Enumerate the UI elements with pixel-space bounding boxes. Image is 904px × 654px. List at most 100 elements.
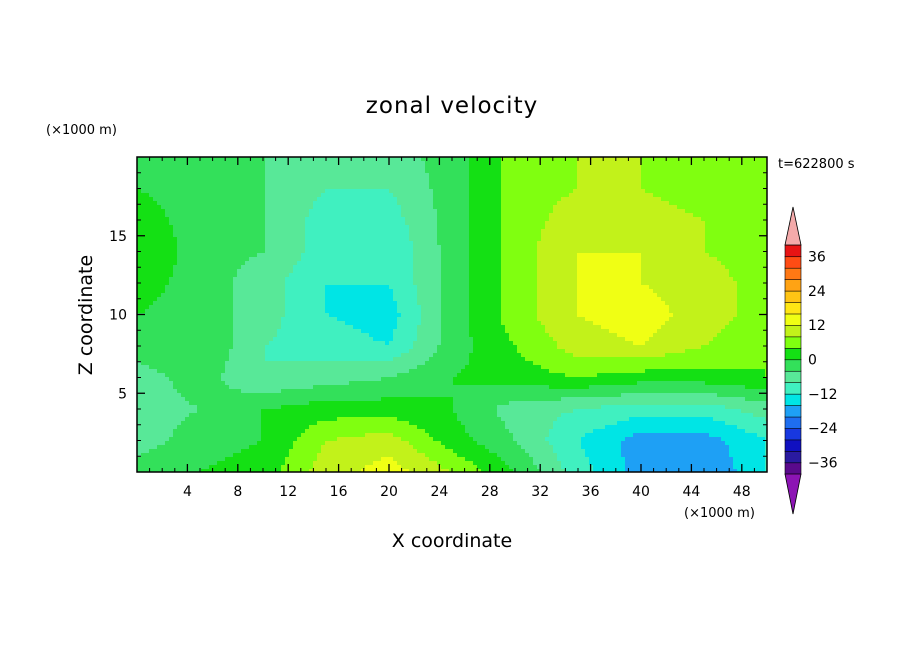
field-cell: [501, 185, 506, 190]
field-cell: [201, 197, 206, 202]
field-cell: [605, 273, 610, 278]
field-cell: [457, 201, 462, 206]
field-cell: [277, 157, 282, 162]
field-cell: [713, 225, 718, 230]
field-cell: [353, 229, 358, 234]
field-cell: [193, 273, 198, 278]
field-cell: [273, 265, 278, 270]
field-cell: [145, 157, 150, 162]
field-cell: [505, 201, 510, 206]
field-cell: [249, 169, 254, 174]
field-cell: [329, 253, 334, 258]
field-cell: [393, 281, 398, 286]
field-cell: [145, 201, 150, 206]
field-cell: [281, 197, 286, 202]
field-cell: [385, 193, 390, 198]
field-cell: [293, 265, 298, 270]
field-cell: [317, 229, 322, 234]
field-cell: [425, 249, 430, 254]
field-cell: [509, 277, 514, 282]
field-cell: [577, 189, 582, 194]
field-cell: [397, 177, 402, 182]
field-cell: [501, 241, 506, 246]
field-cell: [725, 273, 730, 278]
field-cell: [281, 257, 286, 262]
field-cell: [249, 177, 254, 182]
field-cell: [685, 273, 690, 278]
field-cell: [385, 245, 390, 250]
field-cell: [409, 157, 414, 162]
field-cell: [673, 205, 678, 210]
field-cell: [573, 193, 578, 198]
field-cell: [485, 177, 490, 182]
field-cell: [549, 221, 554, 226]
field-cell: [313, 157, 318, 162]
field-cell: [713, 245, 718, 250]
field-cell: [453, 225, 458, 230]
field-cell: [553, 213, 558, 218]
field-cell: [745, 193, 750, 198]
field-cell: [225, 193, 230, 198]
field-cell: [173, 177, 178, 182]
field-cell: [437, 229, 442, 234]
field-cell: [521, 161, 526, 166]
field-cell: [561, 245, 566, 250]
field-cell: [137, 253, 142, 258]
field-cell: [709, 229, 714, 234]
field-cell: [365, 177, 370, 182]
field-cell: [653, 269, 658, 274]
field-cell: [693, 173, 698, 178]
field-cell: [477, 225, 482, 230]
field-cell: [637, 189, 642, 194]
field-cell: [297, 157, 302, 162]
field-cell: [641, 273, 646, 278]
field-cell: [509, 177, 514, 182]
field-cell: [569, 269, 574, 274]
field-cell: [393, 177, 398, 182]
field-cell: [221, 157, 226, 162]
field-cell: [465, 205, 470, 210]
field-cell: [321, 165, 326, 170]
field-cell: [753, 241, 758, 246]
field-cell: [721, 157, 726, 162]
field-cell: [469, 277, 474, 282]
field-cell: [461, 169, 466, 174]
field-cell: [581, 245, 586, 250]
field-cell: [393, 181, 398, 186]
field-cell: [385, 229, 390, 234]
field-cell: [249, 253, 254, 258]
field-cell: [561, 157, 566, 162]
field-cell: [409, 225, 414, 230]
field-cell: [457, 173, 462, 178]
field-cell: [445, 253, 450, 258]
field-cell: [497, 241, 502, 246]
field-cell: [233, 277, 238, 282]
field-cell: [433, 269, 438, 274]
field-cell: [337, 265, 342, 270]
field-cell: [153, 225, 158, 230]
field-cell: [661, 253, 666, 258]
field-cell: [301, 273, 306, 278]
field-cell: [725, 229, 730, 234]
field-cell: [553, 169, 558, 174]
field-cell: [553, 221, 558, 226]
field-cell: [277, 213, 282, 218]
field-cell: [373, 185, 378, 190]
field-cell: [393, 189, 398, 194]
field-cell: [589, 265, 594, 270]
field-cell: [309, 273, 314, 278]
field-cell: [589, 173, 594, 178]
field-cell: [629, 249, 634, 254]
field-cell: [297, 257, 302, 262]
field-cell: [477, 237, 482, 242]
field-cell: [473, 201, 478, 206]
field-cell: [309, 193, 314, 198]
field-cell: [289, 193, 294, 198]
field-cell: [417, 269, 422, 274]
field-cell: [389, 233, 394, 238]
field-cell: [429, 157, 434, 162]
field-cell: [753, 193, 758, 198]
field-cell: [753, 177, 758, 182]
field-cell: [241, 177, 246, 182]
field-cell: [213, 185, 218, 190]
